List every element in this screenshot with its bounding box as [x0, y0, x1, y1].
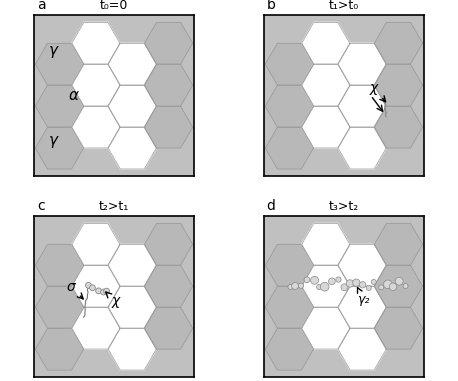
Polygon shape — [265, 287, 313, 328]
Text: b: b — [267, 0, 276, 12]
Polygon shape — [72, 266, 120, 307]
Circle shape — [90, 285, 95, 291]
Circle shape — [96, 288, 102, 294]
Text: c: c — [37, 199, 44, 213]
Polygon shape — [375, 22, 423, 64]
Polygon shape — [338, 127, 386, 169]
Text: t₁>t₀: t₁>t₀ — [329, 0, 359, 12]
Circle shape — [104, 288, 109, 294]
Polygon shape — [72, 64, 120, 106]
Polygon shape — [375, 307, 423, 349]
Polygon shape — [265, 85, 313, 127]
Polygon shape — [108, 43, 156, 85]
Text: σ: σ — [67, 280, 83, 299]
Circle shape — [311, 276, 319, 284]
Polygon shape — [108, 127, 156, 169]
Polygon shape — [35, 245, 83, 286]
Polygon shape — [72, 106, 120, 148]
Circle shape — [341, 284, 348, 291]
Text: t₂>t₁: t₂>t₁ — [99, 200, 129, 213]
Circle shape — [328, 278, 335, 285]
Circle shape — [360, 282, 366, 288]
Polygon shape — [265, 43, 313, 85]
Circle shape — [86, 282, 91, 288]
Polygon shape — [145, 223, 193, 265]
Text: d: d — [267, 199, 276, 213]
Circle shape — [298, 283, 304, 288]
Polygon shape — [35, 127, 83, 169]
Polygon shape — [35, 43, 83, 85]
Polygon shape — [35, 85, 83, 127]
Polygon shape — [375, 223, 423, 265]
Polygon shape — [302, 64, 350, 106]
Polygon shape — [302, 307, 350, 349]
Polygon shape — [338, 43, 386, 85]
Polygon shape — [375, 64, 423, 106]
Polygon shape — [108, 245, 156, 286]
Text: a: a — [37, 0, 45, 12]
Polygon shape — [338, 85, 386, 127]
Polygon shape — [35, 328, 83, 370]
Text: γ: γ — [49, 133, 57, 148]
Polygon shape — [302, 22, 350, 64]
Polygon shape — [108, 85, 156, 127]
Polygon shape — [375, 266, 423, 307]
Polygon shape — [145, 64, 193, 106]
Polygon shape — [72, 307, 120, 349]
Circle shape — [353, 279, 360, 286]
Text: t₀=0: t₀=0 — [100, 0, 128, 12]
Polygon shape — [302, 223, 350, 265]
Polygon shape — [145, 307, 193, 349]
Text: χ: χ — [370, 81, 386, 102]
Circle shape — [101, 289, 106, 295]
Circle shape — [316, 285, 322, 290]
Text: γ₂: γ₂ — [357, 287, 370, 306]
Polygon shape — [145, 106, 193, 148]
Text: γ: γ — [49, 43, 57, 58]
Circle shape — [403, 283, 408, 288]
Circle shape — [366, 285, 371, 290]
Polygon shape — [35, 287, 83, 328]
Polygon shape — [72, 22, 120, 64]
Polygon shape — [145, 266, 193, 307]
Polygon shape — [108, 287, 156, 328]
Polygon shape — [265, 328, 313, 370]
Circle shape — [336, 277, 341, 282]
Text: χ: χ — [106, 292, 120, 309]
Polygon shape — [375, 106, 423, 148]
Circle shape — [320, 282, 329, 291]
Text: α: α — [69, 88, 79, 103]
Circle shape — [371, 279, 376, 285]
Polygon shape — [108, 328, 156, 370]
Polygon shape — [302, 106, 350, 148]
Circle shape — [389, 283, 397, 291]
Polygon shape — [265, 245, 313, 286]
Polygon shape — [302, 266, 350, 307]
Polygon shape — [72, 223, 120, 265]
Text: t₃>t₂: t₃>t₂ — [329, 200, 359, 213]
Polygon shape — [265, 127, 313, 169]
Circle shape — [383, 280, 392, 289]
Polygon shape — [145, 22, 193, 64]
Polygon shape — [338, 287, 386, 328]
Circle shape — [288, 284, 293, 290]
Circle shape — [304, 277, 310, 283]
Polygon shape — [338, 245, 386, 286]
Circle shape — [395, 277, 403, 285]
Circle shape — [379, 285, 384, 290]
Circle shape — [346, 280, 354, 287]
Polygon shape — [338, 328, 386, 370]
Circle shape — [292, 283, 299, 290]
